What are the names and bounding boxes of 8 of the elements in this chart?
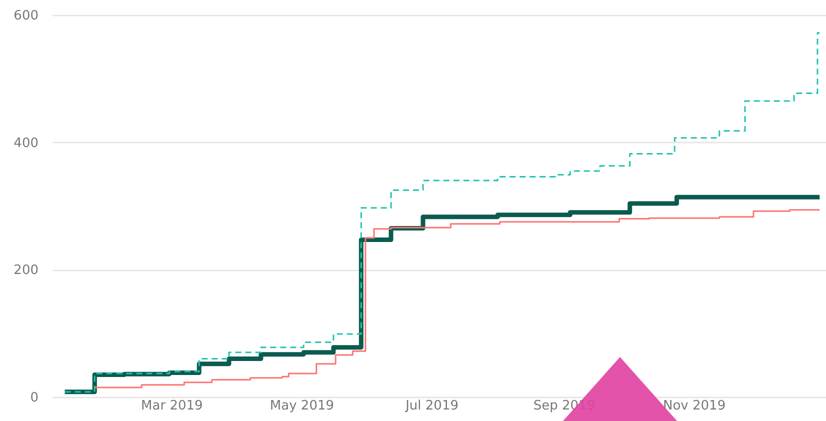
y-tick-label: 200 — [14, 263, 38, 278]
y-tick-label: 600 — [14, 8, 38, 24]
y-tick-label: 400 — [14, 136, 38, 151]
x-tick-label: Mar 2019 — [141, 398, 203, 414]
x-tick-label: Nov 2019 — [663, 398, 726, 414]
x-tick-label: May 2019 — [270, 398, 334, 414]
y-tick-label: 0 — [30, 390, 38, 406]
x-tick-label: Jul 2019 — [404, 398, 458, 414]
